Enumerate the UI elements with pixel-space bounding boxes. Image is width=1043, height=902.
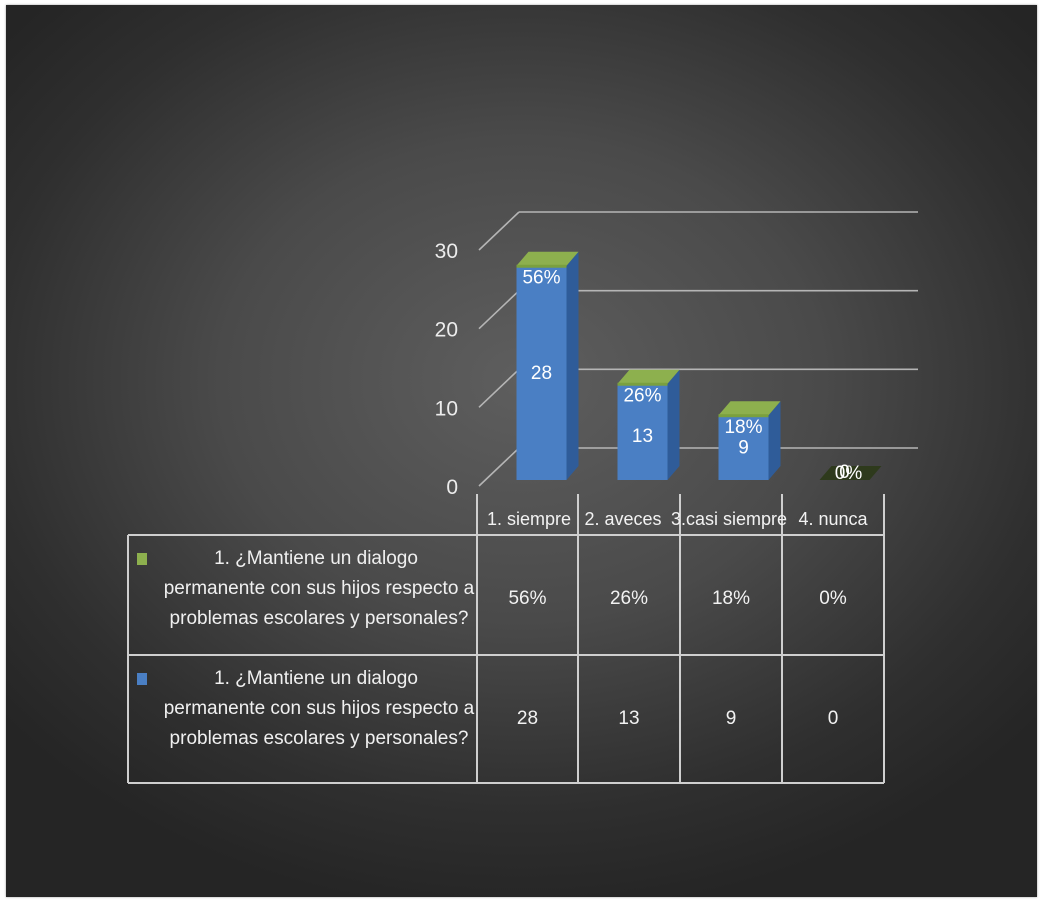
data-table: 1. siempre 2. aveces 3.casi siempre 4. nunc… (127, 494, 885, 784)
table-cell: 28 (517, 708, 538, 729)
bar (617, 383, 668, 480)
data-label: 18% (724, 417, 762, 438)
bar-cap (718, 401, 781, 416)
legend-label: 1. ¿Mantiene un dialogo (214, 668, 418, 689)
chart-panel: 0 10 20 30 28 56% 13 26% 9 18% 0 0% 1. siempre 2. a… (6, 5, 1037, 897)
table-cell: 56% (508, 588, 546, 609)
table-cell: 18% (712, 588, 750, 609)
category-label: 1. siempre (487, 509, 571, 529)
bar-cap-front (617, 382, 668, 386)
legend-label: permanente con sus hijos respecto a (164, 698, 475, 719)
bar-side (768, 401, 781, 480)
y-tick-label: 20 (435, 319, 458, 342)
legend-label: permanente con sus hijos respecto a (164, 578, 475, 599)
bar (718, 415, 769, 480)
gridlines (478, 211, 918, 487)
bar-cap-front (718, 414, 769, 418)
y-tick-label: 30 (435, 240, 458, 263)
gridline-diagonal (478, 211, 520, 251)
gridline-diagonal (478, 447, 520, 487)
legend-label: problemas escolares y personales? (170, 728, 469, 749)
y-tick-label: 10 (435, 397, 458, 420)
table-cell: 26% (610, 588, 648, 609)
data-label: 0 (839, 462, 850, 483)
data-label: 26% (623, 386, 661, 407)
bar-cap (516, 251, 579, 266)
data-label: 28 (531, 363, 552, 384)
data-label: 0% (835, 463, 863, 484)
bar-side (566, 251, 579, 480)
table-cell: 13 (618, 708, 639, 729)
data-label: 13 (632, 426, 653, 447)
category-label: 2. aveces (584, 509, 661, 529)
y-tick-label: 0 (446, 476, 458, 499)
bar-cap (617, 369, 680, 384)
bar-cap-front (516, 264, 567, 268)
category-label: 3.casi siempre (671, 509, 787, 529)
gridline-diagonal (478, 368, 520, 408)
data-label: 9 (738, 438, 749, 459)
table-cell: 0 (828, 708, 839, 729)
gridline-diagonal (478, 290, 520, 330)
data-label: 56% (522, 268, 560, 289)
legend-label: problemas escolares y personales? (170, 608, 469, 629)
bar (819, 466, 882, 480)
bar-side (667, 369, 680, 480)
y-axis: 0 10 20 30 (435, 240, 458, 499)
bars: 28 56% 13 26% 918% 00% (516, 251, 882, 484)
table-cell: 0% (819, 588, 847, 609)
legend-swatch (137, 553, 147, 565)
category-label: 4. nunca (798, 509, 868, 529)
table-cell: 9 (726, 708, 737, 729)
legend-swatch (137, 673, 147, 685)
bar (516, 265, 567, 480)
legend-label: 1. ¿Mantiene un dialogo (214, 548, 418, 569)
